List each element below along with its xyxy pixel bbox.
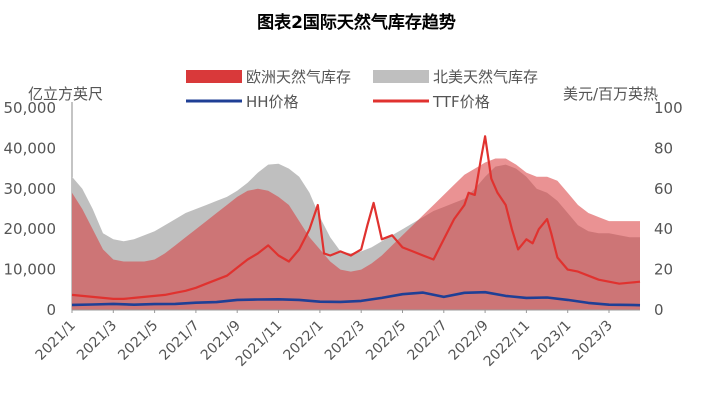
legend-swatch-europe-storage [186,70,242,83]
legend-label-ttf-price: TTF价格 [432,93,490,111]
chart-title: 图表2国际天然气库存趋势 [257,13,456,33]
line-ttf-price [71,135,641,300]
x-tick-label: 2023/1 [528,318,574,364]
legend: 欧洲天然气库存 北美天然气库存 HH价格 TTF价格 [186,68,538,111]
left-tick-label: 30,000 [4,180,57,198]
line-hh-price [71,290,641,307]
right-axis-ticks: 0 20 40 60 80 100 [654,99,683,319]
x-axis-ticks: 2021/12021/32021/52021/72021/92021/11202… [33,310,616,370]
x-tick-label: 2022/3 [322,318,368,364]
left-tick-label: 20,000 [4,220,57,238]
area-europe-storage [72,158,640,310]
x-tick-label: 2021/1 [33,318,79,364]
x-tick-label: 2022/5 [363,318,409,364]
left-axis-label: 亿立方英尺 [28,85,103,103]
legend-label-europe-storage: 欧洲天然气库存 [246,68,351,86]
x-tick-label: 2021/3 [74,318,120,364]
right-tick-label: 60 [654,180,673,198]
x-tick-label: 2021/7 [157,318,203,364]
left-tick-label: 40,000 [4,139,57,157]
left-tick-label: 0 [46,301,56,319]
x-tick-label: 2021/5 [115,318,161,364]
x-tick-label: 2023/3 [570,318,616,364]
legend-swatch-north-america-storage [373,70,429,83]
right-tick-label: 80 [654,139,673,157]
x-tick-label: 2021/11 [233,318,285,370]
right-axis-label: 美元/百万英热 [563,85,658,103]
x-tick-label: 2022/11 [481,318,533,370]
x-tick-label: 2022/1 [281,318,327,364]
left-tick-label: 50,000 [4,99,57,117]
legend-label-hh-price: HH价格 [246,93,299,111]
right-tick-label: 40 [654,220,673,238]
right-tick-label: 100 [654,99,683,117]
plot-area [71,102,641,311]
right-tick-label: 0 [654,301,664,319]
legend-label-north-america-storage: 北美天然气库存 [433,68,538,86]
right-tick-label: 20 [654,261,673,279]
left-axis-ticks: 0 10,000 20,000 30,000 40,000 50,000 [4,99,57,319]
left-tick-label: 10,000 [4,261,57,279]
x-tick-label: 2022/7 [404,318,450,364]
